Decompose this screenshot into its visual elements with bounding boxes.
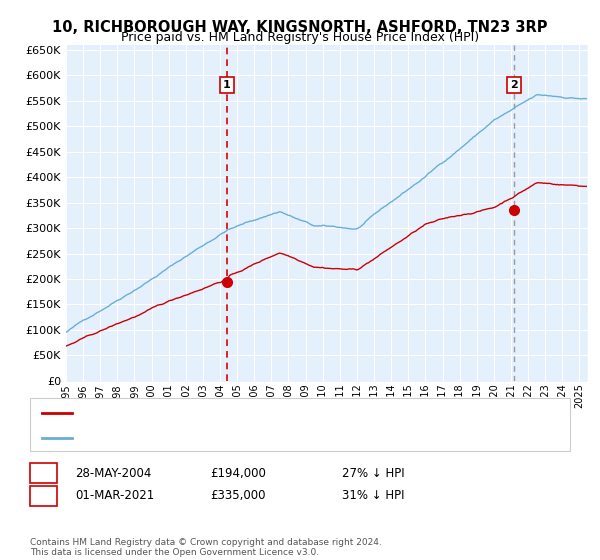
Text: 31% ↓ HPI: 31% ↓ HPI xyxy=(342,489,404,502)
Text: Contains HM Land Registry data © Crown copyright and database right 2024.
This d: Contains HM Land Registry data © Crown c… xyxy=(30,538,382,557)
Text: 1: 1 xyxy=(40,468,47,478)
Text: 27% ↓ HPI: 27% ↓ HPI xyxy=(342,466,404,480)
Text: HPI: Average price, detached house, Ashford: HPI: Average price, detached house, Ashf… xyxy=(78,433,311,444)
Text: £194,000: £194,000 xyxy=(210,466,266,480)
Text: 2: 2 xyxy=(40,491,47,501)
Text: 1: 1 xyxy=(223,80,231,90)
Text: 2: 2 xyxy=(510,80,518,90)
Text: 10, RICHBOROUGH WAY, KINGSNORTH, ASHFORD, TN23 3RP (detached house): 10, RICHBOROUGH WAY, KINGSNORTH, ASHFORD… xyxy=(78,408,487,418)
Text: 28-MAY-2004: 28-MAY-2004 xyxy=(75,466,151,480)
Text: 10, RICHBOROUGH WAY, KINGSNORTH, ASHFORD, TN23 3RP: 10, RICHBOROUGH WAY, KINGSNORTH, ASHFORD… xyxy=(52,20,548,35)
Text: Price paid vs. HM Land Registry's House Price Index (HPI): Price paid vs. HM Land Registry's House … xyxy=(121,31,479,44)
Text: £335,000: £335,000 xyxy=(210,489,265,502)
Text: 01-MAR-2021: 01-MAR-2021 xyxy=(75,489,154,502)
